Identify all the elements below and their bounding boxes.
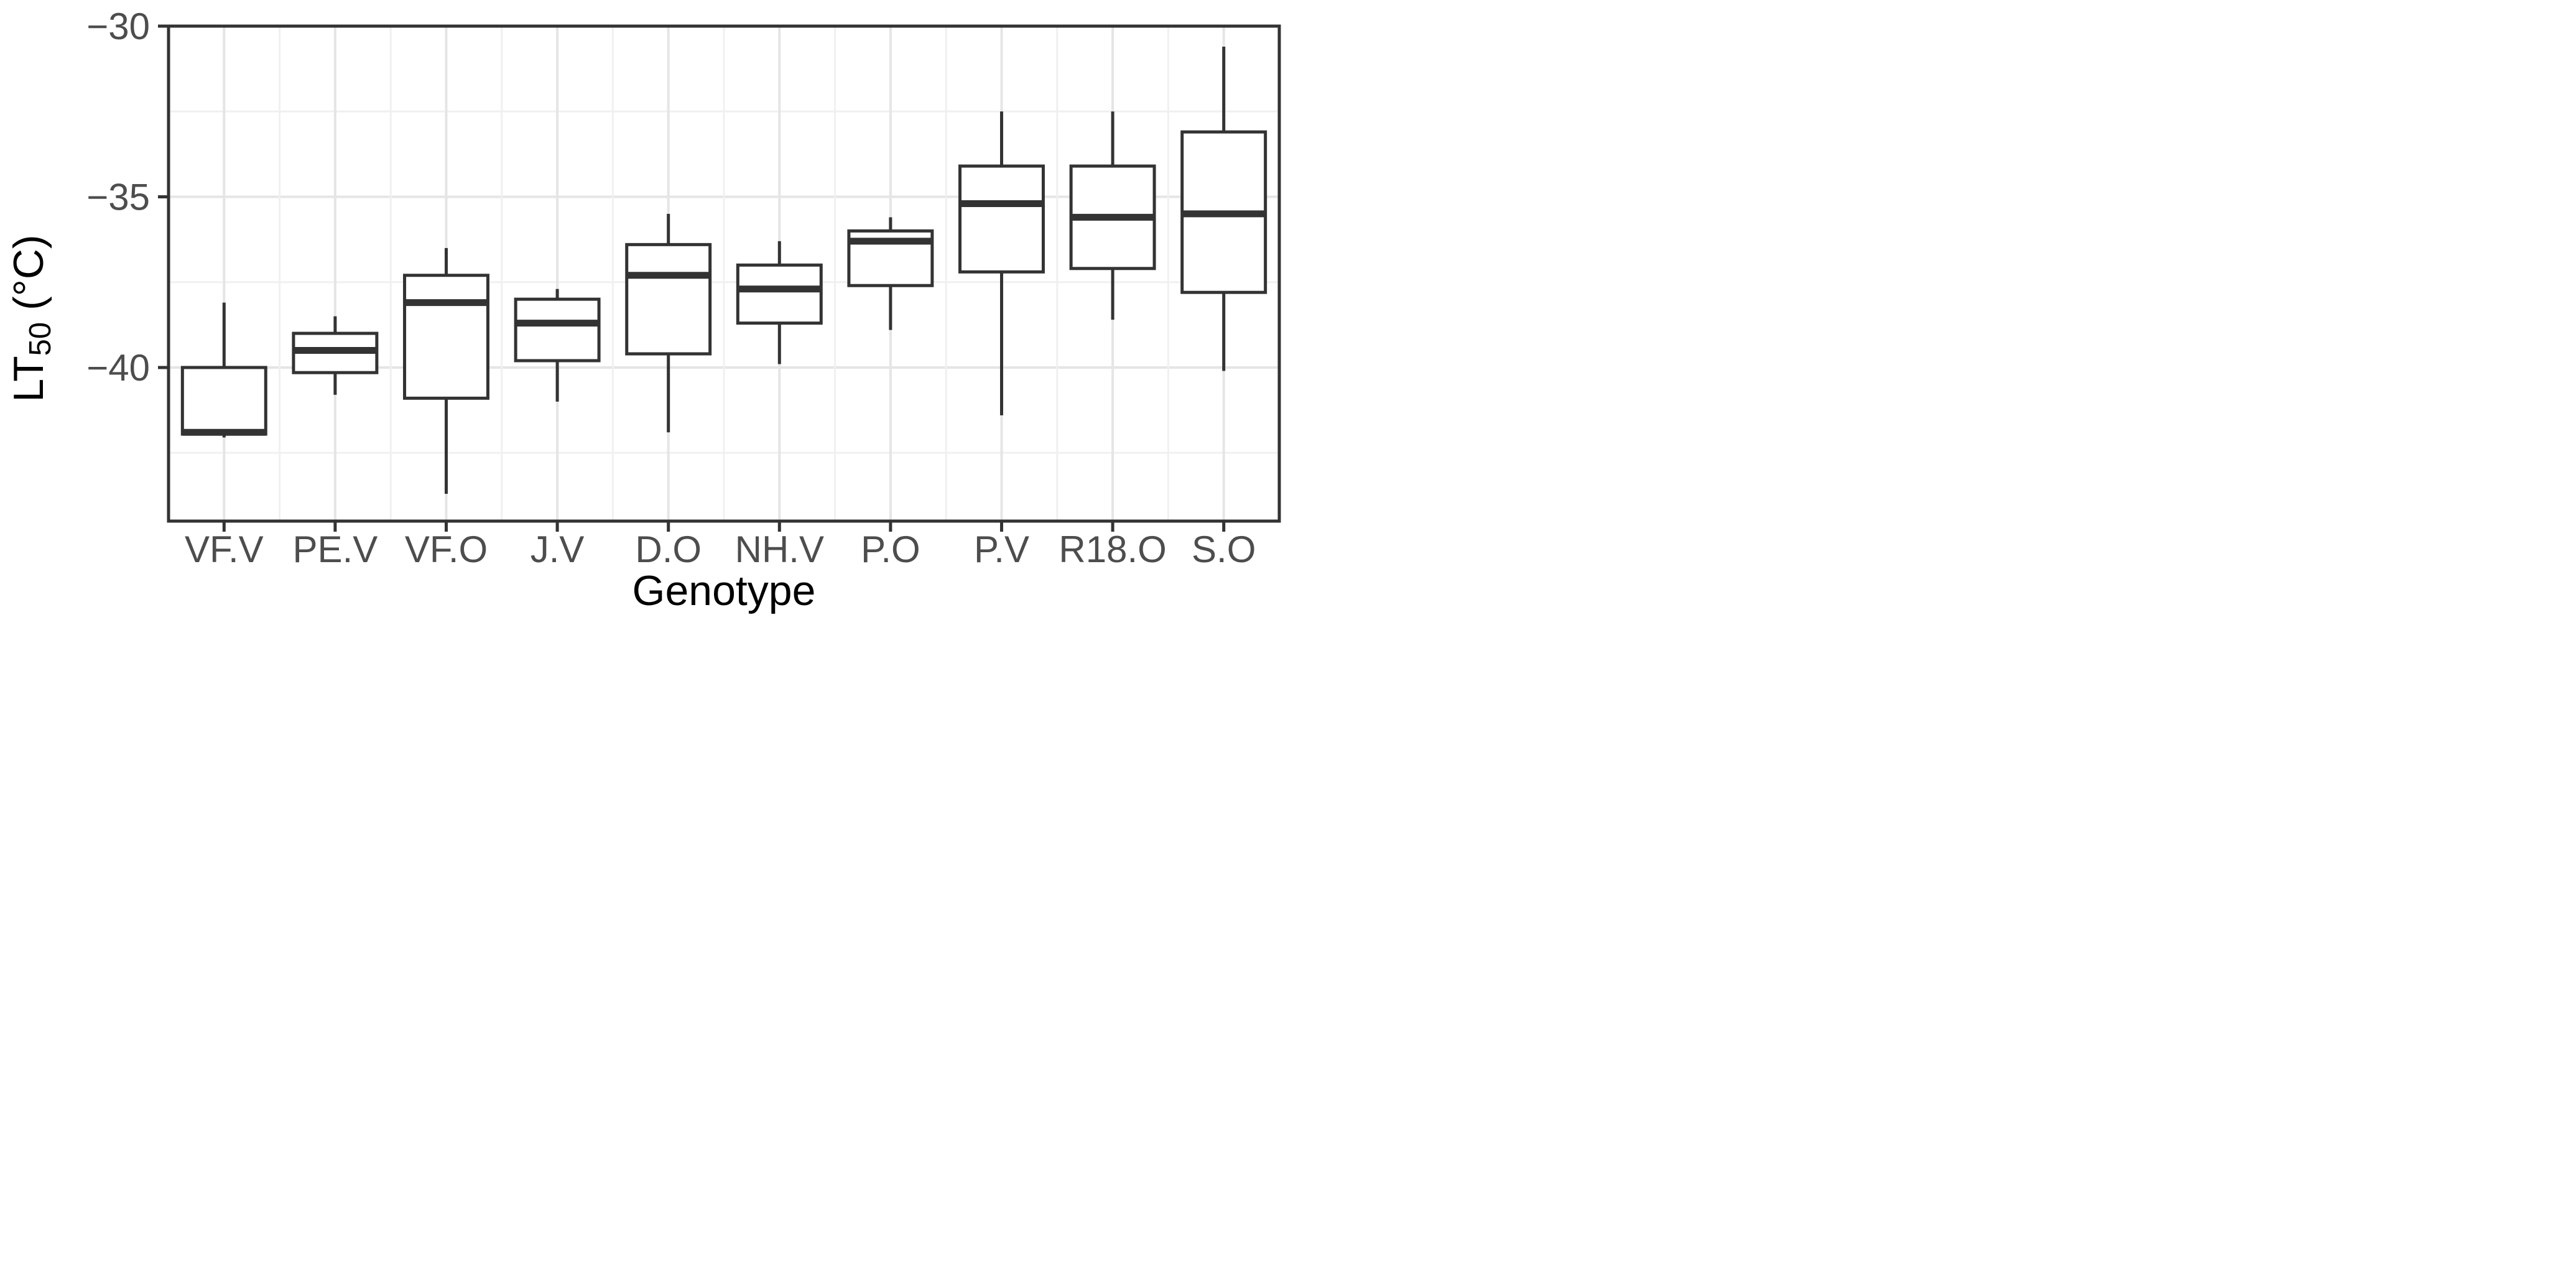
box-iqr — [958, 164, 1045, 274]
box-iqr — [736, 263, 823, 325]
x-tick-label: VF.V — [185, 529, 264, 570]
x-tick-label: PE.V — [293, 529, 378, 570]
y-axis-title-unit: (°C) — [5, 234, 52, 322]
y-axis-title: LT50 (°C) — [1, 60, 57, 576]
panel-border — [167, 24, 1281, 523]
box-iqr — [625, 243, 712, 356]
x-tick-label: P.O — [861, 529, 920, 570]
y-tick-label: −40 — [86, 347, 150, 389]
x-tick-label: P.V — [974, 529, 1029, 570]
box-iqr — [403, 274, 489, 400]
box-iqr — [514, 297, 601, 363]
x-tick-label: NH.V — [735, 529, 824, 570]
x-tick-label: R18.O — [1059, 529, 1166, 570]
plot-canvas: −30 −35 −40 VF.V PE.V VF.O J.V D.O NH.V P.O P.V R18… — [86, 6, 1281, 570]
y-axis-title-subscript: 50 — [24, 321, 58, 356]
boxplot-figure: −30 −35 −40 VF.V PE.V VF.O J.V D.O NH.V P.O P.V R18… — [0, 0, 1288, 640]
box-iqr — [180, 366, 267, 436]
y-tick-label: −35 — [86, 176, 150, 218]
x-tick-label: VF.O — [405, 529, 488, 570]
y-axis-title-main: LT — [5, 356, 52, 402]
x-tick-label: J.V — [530, 529, 585, 570]
x-tick-label: D.O — [635, 529, 702, 570]
y-tick-label: −30 — [86, 6, 150, 47]
x-axis-title: Genotype — [632, 567, 816, 614]
x-tick-label: S.O — [1192, 529, 1256, 570]
